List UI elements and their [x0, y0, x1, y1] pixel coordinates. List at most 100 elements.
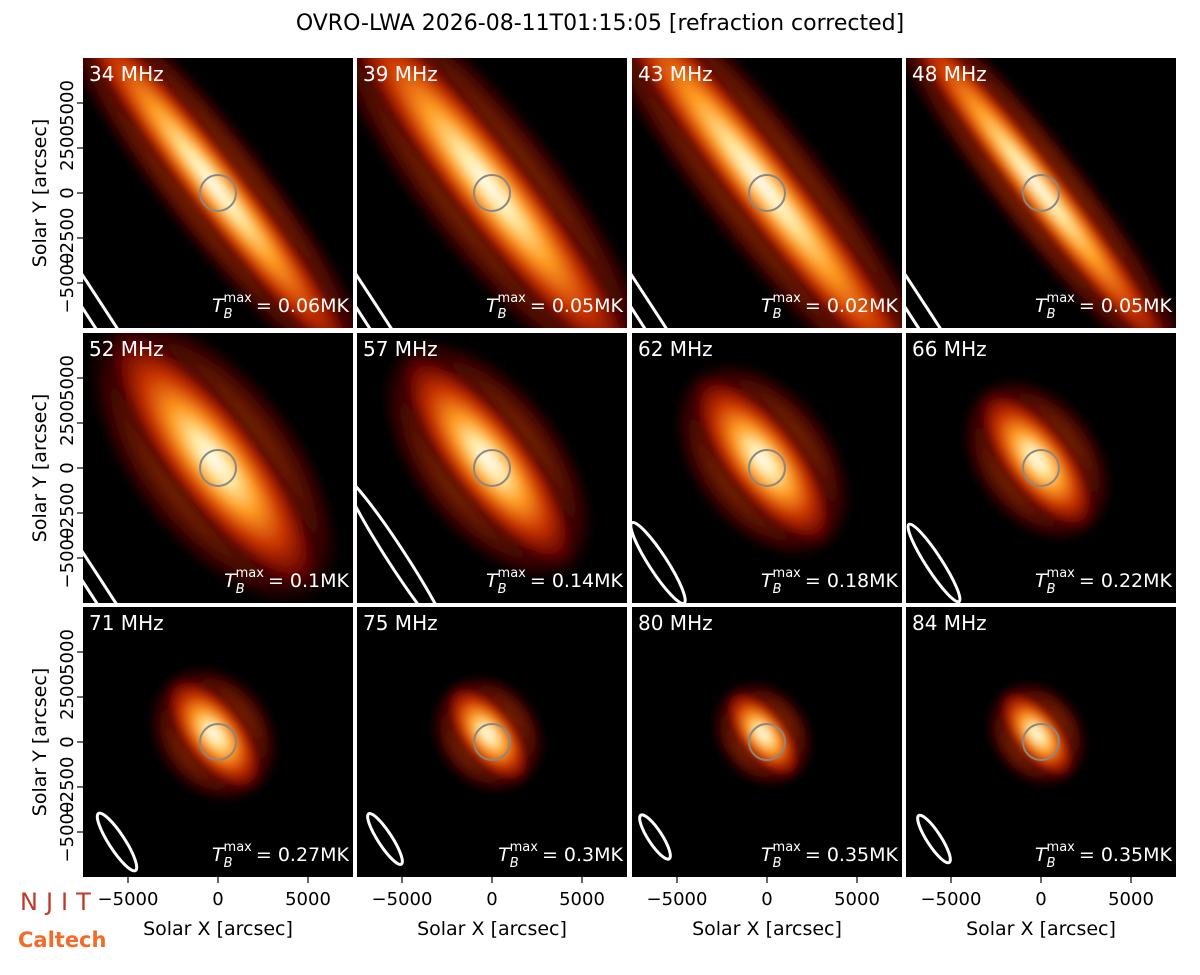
emission	[357, 58, 627, 328]
panel: 80 MHz TBmax = 0.35MK	[632, 607, 902, 877]
panel-title: 62 MHz	[638, 337, 713, 361]
tb-symbol: T	[1035, 570, 1048, 592]
tb-value: = 0.27MK	[256, 844, 350, 866]
emission-core	[442, 681, 534, 787]
beam	[632, 69, 818, 328]
panel-title: 71 MHz	[89, 611, 164, 635]
emission-core	[161, 672, 267, 796]
panel-title: 80 MHz	[638, 611, 713, 635]
x-tick-label: 5000	[1108, 889, 1154, 910]
tb-sup: max	[498, 566, 527, 581]
tb-sub: B	[773, 856, 782, 871]
tb-value: = 0.35MK	[1079, 844, 1173, 866]
tb-sub: B	[773, 582, 782, 597]
tb-max-annotation: TBmax = 0.3MK	[498, 840, 623, 871]
emission-core	[632, 58, 902, 328]
tb-value: = 0.1MK	[268, 570, 350, 592]
x-tick-label: 0	[761, 889, 772, 910]
tb-symbol: T	[761, 844, 774, 866]
y-tick-label: 2500	[57, 400, 78, 446]
panel: 34 MHz TBmax = 0.06MK	[83, 58, 353, 328]
y-tick-label: 5000	[57, 80, 78, 126]
tb-symbol: T	[1035, 295, 1048, 317]
tb-symbol: T	[486, 295, 499, 317]
beam	[366, 812, 404, 866]
tb-max-annotation: TBmax = 0.22MK	[1035, 566, 1173, 597]
tb-max-annotation: TBmax = 0.35MK	[761, 840, 899, 871]
tb-value: = 0.14MK	[530, 570, 624, 592]
solar-disk	[1022, 449, 1060, 487]
emission	[670, 357, 856, 563]
y-tick-label: 2500	[57, 674, 78, 720]
panel-title: 66 MHz	[912, 337, 987, 361]
emission-core	[995, 686, 1079, 782]
solar-disk	[473, 723, 511, 761]
tb-max-annotation: TBmax = 0.05MK	[486, 291, 624, 322]
tb-symbol: T	[486, 570, 499, 592]
solar-disk	[1022, 174, 1060, 212]
tb-value: = 0.18MK	[805, 570, 899, 592]
y-tick-label: −5000	[57, 528, 78, 589]
x-tick-label: −5000	[647, 889, 708, 910]
panel: 57 MHz TBmax = 0.14MK	[357, 333, 627, 603]
solar-disk	[748, 449, 786, 487]
tb-sup: max	[498, 291, 527, 306]
x-tick-label: 0	[212, 889, 223, 910]
panel: 62 MHz TBmax = 0.18MK	[632, 333, 902, 603]
beam	[632, 520, 687, 603]
y-tick-label: 0	[57, 736, 78, 747]
x-axis-label: Solar X [arcsec]	[417, 918, 567, 940]
tb-sup: max	[224, 291, 253, 306]
y-axis-label: Solar Y [arcsec]	[29, 119, 51, 267]
tb-value: = 0.35MK	[805, 844, 899, 866]
emission	[428, 672, 548, 796]
tb-value: = 0.22MK	[1079, 570, 1173, 592]
panel-title: 39 MHz	[363, 62, 438, 86]
panel-title: 48 MHz	[912, 62, 987, 86]
beam	[357, 476, 451, 603]
x-tick-label: −5000	[98, 889, 159, 910]
tb-value: = 0.06MK	[256, 295, 350, 317]
tb-max-annotation: TBmax = 0.27MK	[212, 840, 350, 871]
tb-sup: max	[1047, 291, 1076, 306]
x-tick-label: 0	[1035, 889, 1046, 910]
emission	[906, 58, 1176, 328]
panel: 48 MHz TBmax = 0.05MK	[906, 58, 1176, 328]
panel: 52 MHz TBmax = 0.1MK	[83, 333, 353, 603]
tb-sub: B	[498, 582, 507, 597]
emission-core	[357, 58, 627, 328]
panel: 39 MHz TBmax = 0.05MK	[357, 58, 627, 328]
x-axis-label: Solar X [arcsec]	[143, 918, 293, 940]
tb-sup: max	[773, 840, 802, 855]
logo-njit: NJIT	[20, 888, 99, 916]
solar-disk	[473, 174, 511, 212]
emission-core	[973, 385, 1101, 535]
solar-disk	[199, 174, 237, 212]
tb-sup: max	[510, 840, 539, 855]
tb-sup: max	[1047, 566, 1076, 581]
emission-core	[721, 686, 805, 782]
panel-title: 34 MHz	[89, 62, 164, 86]
solar-disk	[473, 449, 511, 487]
tb-value: = 0.3MK	[542, 844, 624, 866]
emission-core	[906, 58, 1176, 328]
x-tick-label: 5000	[834, 889, 880, 910]
tb-symbol: T	[1035, 844, 1048, 866]
tb-sup: max	[224, 840, 253, 855]
y-tick-label: 5000	[57, 355, 78, 401]
beam	[83, 69, 269, 328]
y-tick-label: −2500	[57, 757, 78, 818]
emission	[632, 58, 902, 328]
y-axis-label: Solar Y [arcsec]	[29, 668, 51, 816]
panel-title: 84 MHz	[912, 611, 987, 635]
tb-value: = 0.05MK	[530, 295, 624, 317]
beam	[83, 386, 241, 603]
tb-sub: B	[224, 856, 233, 871]
figure-title: OVRO-LWA 2026-08-11T01:15:05 [refraction…	[296, 11, 904, 36]
beam	[916, 813, 952, 865]
y-tick-label: −5000	[57, 253, 78, 314]
tb-symbol: T	[212, 844, 225, 866]
solar-disk	[1022, 723, 1060, 761]
tb-sup: max	[1047, 840, 1076, 855]
